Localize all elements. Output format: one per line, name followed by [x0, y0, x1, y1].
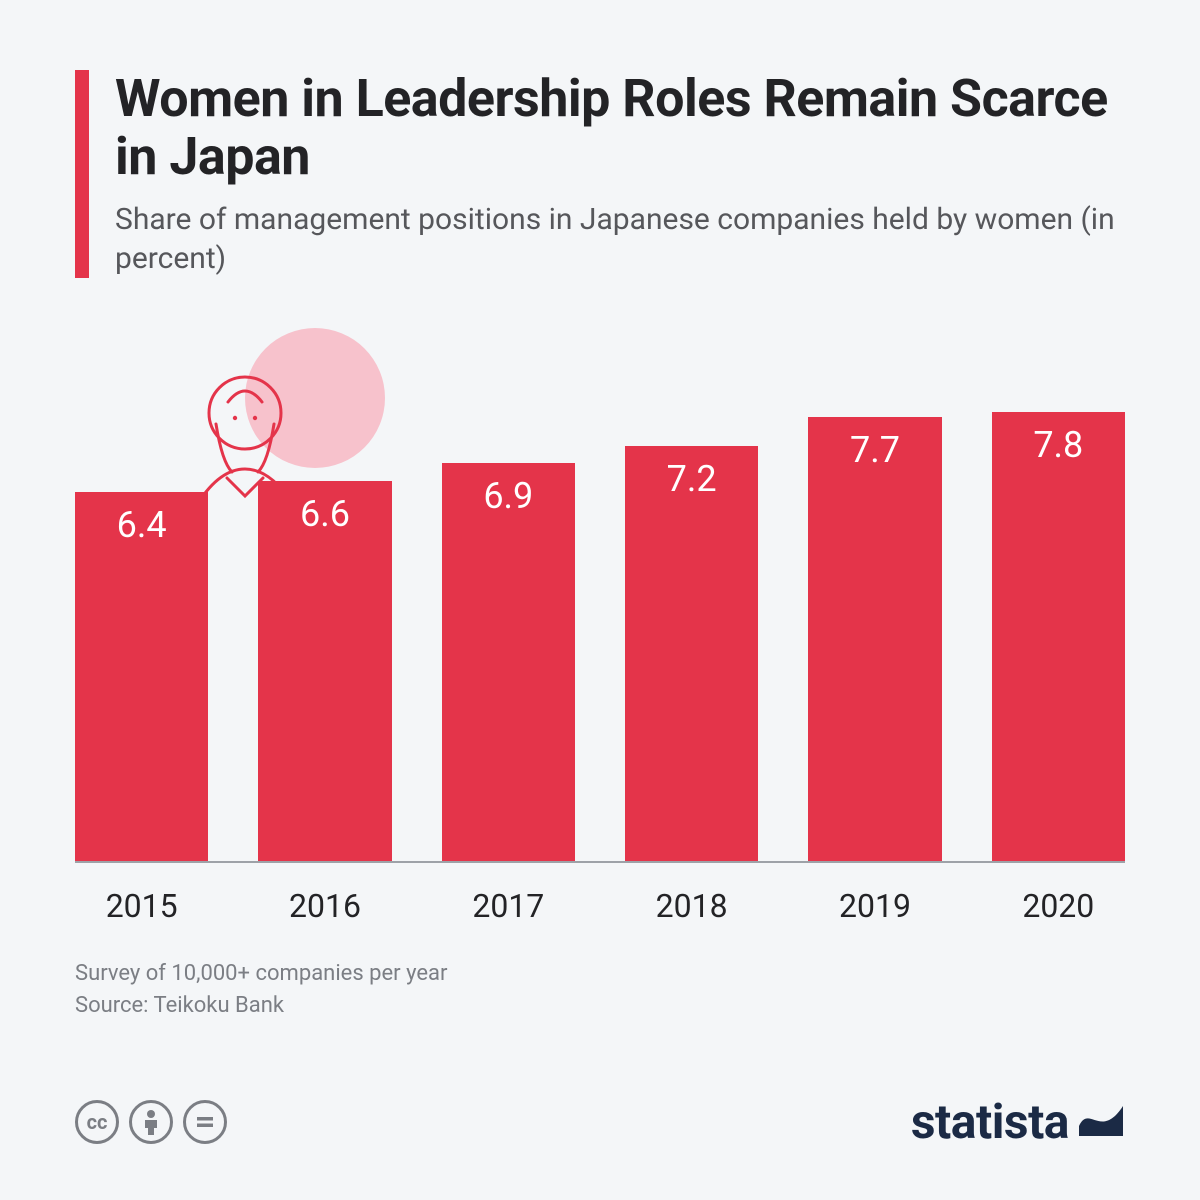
bar: 6.9	[442, 463, 575, 861]
x-axis-label: 2018	[625, 873, 758, 928]
page-subtitle: Share of management positions in Japanes…	[115, 200, 1125, 278]
bar: 6.6	[258, 481, 391, 862]
cc-icon: cc	[75, 1100, 119, 1144]
x-axis-label: 2019	[808, 873, 941, 928]
bar: 7.8	[992, 412, 1125, 862]
bar-value-label: 6.4	[75, 504, 208, 546]
header-block: Women in Leadership Roles Remain Scarce …	[75, 70, 1125, 278]
bar-chart: 6.46.66.97.27.77.8 201520162017201820192…	[75, 328, 1125, 928]
infographic-container: Women in Leadership Roles Remain Scarce …	[0, 0, 1200, 1200]
bar-slot: 6.9	[442, 388, 575, 861]
bar-slot: 6.6	[258, 388, 391, 861]
bar-slot: 7.8	[992, 388, 1125, 861]
footnote-survey: Survey of 10,000+ companies per year	[75, 958, 1125, 990]
bar-value-label: 7.2	[625, 458, 758, 500]
page-title: Women in Leadership Roles Remain Scarce …	[115, 70, 1125, 186]
footnote-source: Source: Teikoku Bank	[75, 990, 1125, 1022]
brand-logo: statista	[911, 1093, 1125, 1150]
bar-slot: 7.7	[808, 388, 941, 861]
bar-slot: 7.2	[625, 388, 758, 861]
cc-nd-icon	[183, 1100, 227, 1144]
chart-x-axis: 2015 2016 2017 2018 2019 2020	[75, 873, 1125, 928]
x-axis-label: 2016	[258, 873, 391, 928]
x-axis-label: 2017	[442, 873, 575, 928]
license-badges: cc	[75, 1100, 227, 1144]
cc-by-icon	[129, 1100, 173, 1144]
brand-text: statista	[911, 1093, 1069, 1150]
x-axis-label: 2020	[992, 873, 1125, 928]
x-axis-label: 2015	[75, 873, 208, 928]
bar-value-label: 7.8	[992, 424, 1125, 466]
bar: 7.7	[808, 417, 941, 861]
bar-value-label: 6.9	[442, 475, 575, 517]
footer-row: cc statista	[75, 1093, 1125, 1150]
brand-wave-icon	[1077, 1096, 1125, 1138]
bar-value-label: 6.6	[258, 493, 391, 535]
footnotes: Survey of 10,000+ companies per year Sou…	[75, 958, 1125, 1022]
chart-plot-area: 6.4 6.6 6.9 7.2 7.7 7.8	[75, 388, 1125, 863]
bar-value-label: 7.7	[808, 429, 941, 471]
title-group: Women in Leadership Roles Remain Scarce …	[115, 70, 1125, 278]
bar: 6.4	[75, 492, 208, 861]
bar: 7.2	[625, 446, 758, 861]
bar-slot: 6.4	[75, 388, 208, 861]
title-accent-rule	[75, 70, 89, 278]
